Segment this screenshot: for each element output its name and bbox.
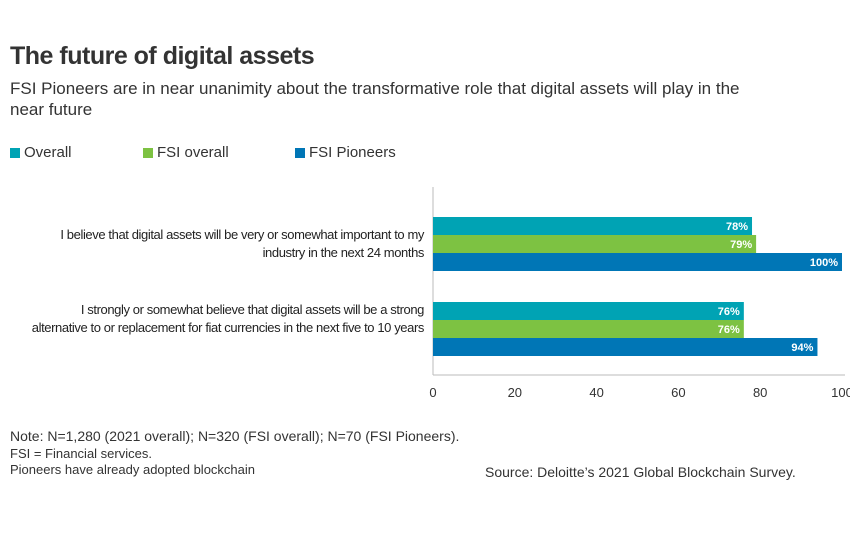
bar-chart: 78% 79% 100% 76% 76% 94% 0 20 40 60 80 100	[429, 187, 850, 400]
data-label: 78%	[726, 221, 748, 233]
chart-subtitle: FSI Pioneers are in near unanimity about…	[10, 79, 740, 119]
bar-1-fsi-pioneers	[433, 253, 842, 271]
data-label: 79%	[730, 239, 752, 251]
legend-label: FSI overall	[157, 144, 229, 161]
legend-item-fsi-overall: FSI overall	[143, 144, 229, 161]
x-tick-label: 80	[753, 385, 767, 400]
legend-swatch	[10, 147, 20, 158]
data-label: 76%	[718, 306, 740, 318]
legend-item-fsi-pioneers: FSI Pioneers	[295, 144, 396, 161]
bar-1-fsi-overall	[433, 235, 757, 253]
legend-swatch	[295, 147, 305, 158]
legend-swatch	[143, 147, 153, 158]
bar-2-fsi-pioneers	[433, 338, 818, 356]
legend-item-overall: Overall	[10, 144, 72, 161]
data-label: 76%	[718, 324, 740, 336]
x-tick-label: 60	[671, 385, 685, 400]
note-sample-sizes: Note: N=1,280 (2021 overall); N=320 (FSI…	[10, 428, 460, 444]
source-note: Source: Deloitte’s 2021 Global Blockchai…	[485, 464, 796, 480]
data-label: 100%	[810, 257, 838, 269]
note-fsi-definition: FSI = Financial services.	[10, 446, 152, 461]
note-pioneers-definition: Pioneers have already adopted blockchain	[10, 462, 256, 477]
x-tick-label: 20	[508, 385, 522, 400]
data-label: 94%	[791, 342, 813, 354]
legend-label: FSI Pioneers	[309, 144, 396, 161]
chart-title: The future of digital assets	[10, 42, 315, 70]
bar-2-overall	[433, 302, 744, 320]
x-tick-label: 40	[589, 385, 603, 400]
bar-2-fsi-overall	[433, 320, 744, 338]
category-label-1: I believe that digital assets will be ve…	[60, 227, 424, 260]
x-tick-label: 0	[429, 385, 436, 400]
legend-label: Overall	[24, 144, 72, 161]
bar-1-overall	[433, 217, 753, 235]
x-tick-label: 100	[831, 385, 850, 400]
category-label-2: I strongly or somewhat believe that digi…	[31, 302, 425, 335]
